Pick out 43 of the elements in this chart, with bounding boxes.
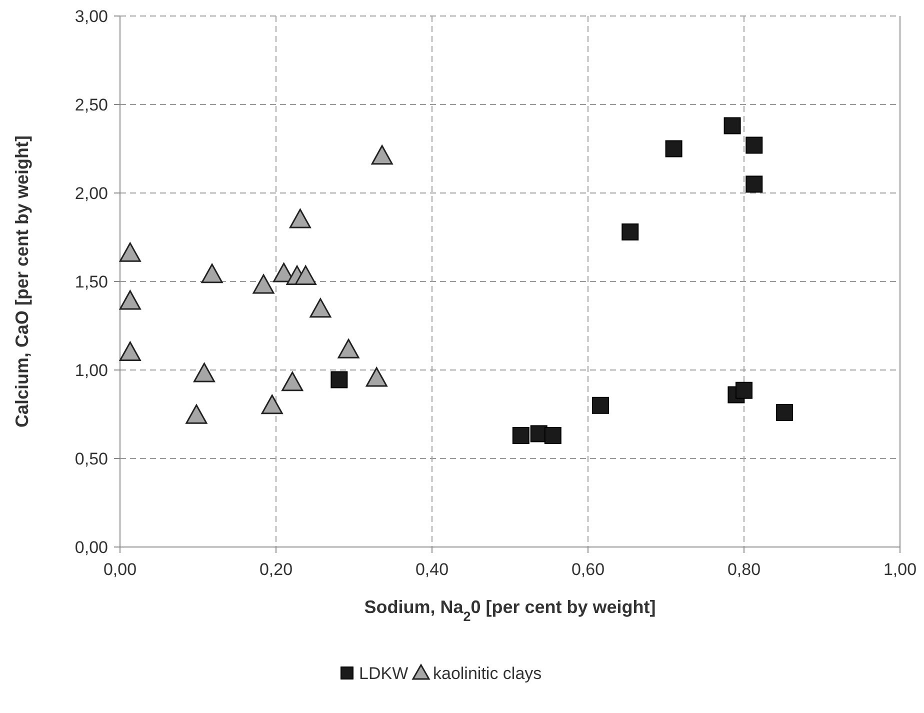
point (366, 367, 388, 387)
x-tick-label: 0,40 (415, 560, 449, 579)
point (252, 274, 274, 294)
point (665, 140, 682, 158)
y-tick-label: 2,00 (74, 184, 108, 203)
y-axis-title: Calcium, CaO [per cent by weight] (12, 135, 32, 428)
point (186, 404, 208, 424)
point (338, 338, 360, 358)
point (512, 426, 530, 444)
point (371, 145, 393, 165)
point (544, 426, 562, 444)
y-tick-label: 2,50 (74, 95, 108, 114)
y-tick-label: 1,00 (74, 360, 108, 380)
x-tick-label: 0,20 (259, 560, 293, 579)
point (310, 298, 332, 318)
point (330, 371, 348, 388)
x-tick-label: 0,80 (727, 560, 761, 579)
legend-label: kaolinitic clays (433, 664, 542, 683)
point (776, 404, 794, 421)
y-tick-label: 0,00 (74, 538, 108, 557)
y-tick-label: 0,50 (74, 449, 108, 468)
x-tick-label: 0,00 (103, 560, 137, 579)
point (282, 372, 304, 392)
x-tick-label: 1,00 (883, 560, 917, 579)
point (119, 290, 141, 310)
point (746, 176, 763, 193)
point (119, 242, 141, 262)
point (746, 136, 763, 154)
x-axis-title: Sodium, Na$_{2}$0 [per cent by weight] (364, 597, 656, 624)
point (592, 396, 609, 414)
point (289, 208, 311, 228)
point (261, 394, 283, 414)
point (119, 342, 141, 362)
point (622, 223, 639, 240)
legend-label: LDKW (359, 664, 408, 683)
point (193, 362, 215, 382)
x-tick-label: 0,60 (571, 560, 605, 579)
y-tick-label: 3,00 (74, 6, 108, 26)
point (294, 265, 316, 285)
point (736, 382, 752, 399)
point (201, 264, 223, 284)
point (724, 117, 741, 134)
y-tick-label: 1,50 (74, 272, 108, 292)
